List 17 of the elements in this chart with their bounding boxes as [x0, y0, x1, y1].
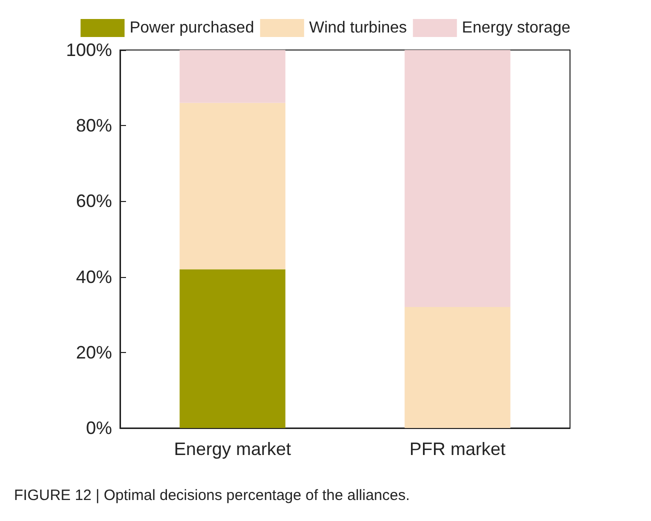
x-tick-label: PFR market: [409, 439, 506, 459]
y-tick-label: 80%: [76, 116, 112, 136]
bar: [404, 50, 510, 308]
y-tick-label: 0%: [86, 418, 112, 438]
bar: [180, 102, 286, 270]
legend-label: Power purchased: [130, 20, 254, 36]
bar: [404, 307, 510, 428]
y-tick-label: 20%: [76, 342, 112, 362]
x-tick-label: Energy market: [174, 439, 292, 459]
y-tick-label: 100%: [66, 40, 112, 60]
bar: [180, 50, 286, 103]
y-tick-label: 40%: [76, 266, 112, 287]
bar: [180, 269, 286, 428]
y-tick-label: 60%: [76, 191, 112, 212]
legend-label: Wind turbines: [309, 20, 407, 36]
legend-label: Energy storage: [462, 20, 571, 36]
caption: FIGURE 12 | Optimal decisions percentage of the alliances.: [14, 487, 410, 504]
